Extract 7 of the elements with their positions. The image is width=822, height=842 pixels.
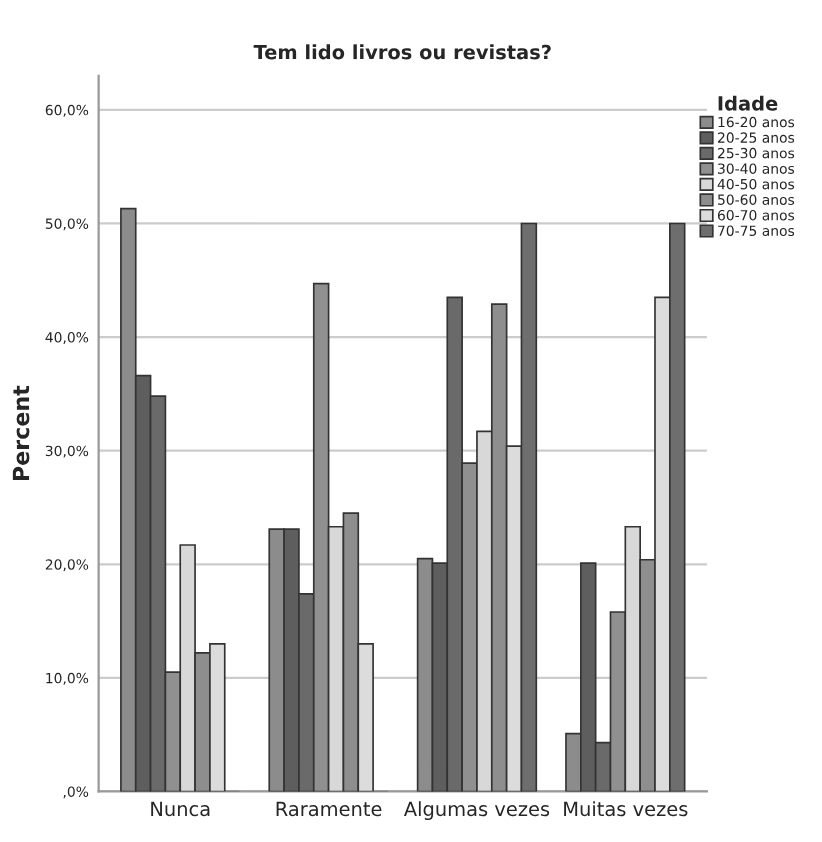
x-tick-label: Nunca [151, 801, 210, 817]
chart-title: Tem lido livros ou revistas? [253, 44, 551, 60]
legend-title: Idade [718, 95, 778, 111]
y-axis-title: Percent [12, 385, 30, 481]
x-tick-label: Muitas vezes [564, 801, 688, 817]
x-tick-label: Algumas vezes [403, 801, 550, 821]
x-tick-label: Raramente [276, 801, 382, 817]
